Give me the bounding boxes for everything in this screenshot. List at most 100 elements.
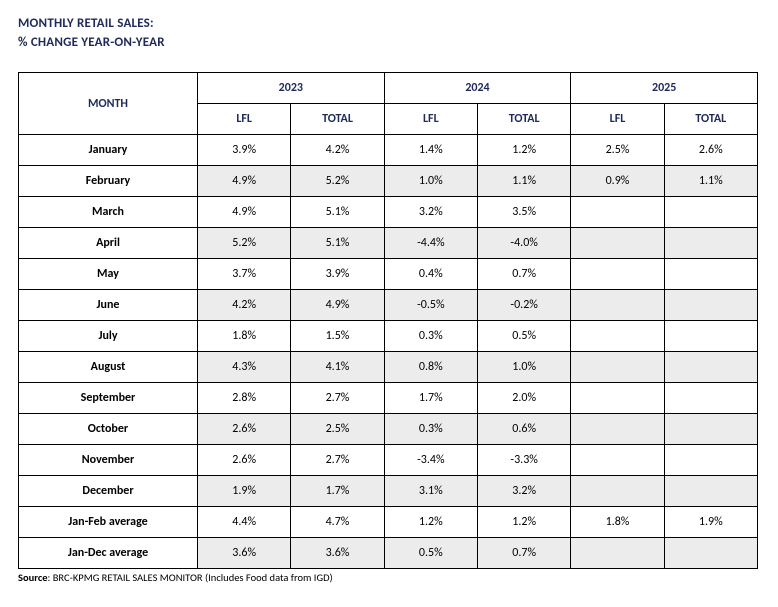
cell-value: 2.5% xyxy=(571,135,664,166)
retail-sales-table: MONTH 2023 2024 2025 LFL TOTAL LFL TOTAL… xyxy=(18,72,758,569)
cell-value: 4.4% xyxy=(198,507,291,538)
row-label: October xyxy=(19,414,198,445)
cell-value xyxy=(571,352,664,383)
cell-value: 4.7% xyxy=(291,507,384,538)
cell-value xyxy=(664,538,757,569)
cell-value xyxy=(571,290,664,321)
col-header-year-1: 2024 xyxy=(384,73,571,104)
cell-value: 0.6% xyxy=(477,414,570,445)
cell-value: 1.1% xyxy=(664,166,757,197)
title-line-2: % CHANGE YEAR-ON-YEAR xyxy=(18,35,760,50)
col-subheader-2025-lfl: LFL xyxy=(571,104,664,135)
row-label: February xyxy=(19,166,198,197)
table-header: MONTH 2023 2024 2025 LFL TOTAL LFL TOTAL… xyxy=(19,73,758,135)
cell-value xyxy=(664,383,757,414)
col-subheader-2024-total: TOTAL xyxy=(477,104,570,135)
cell-value: 1.0% xyxy=(477,352,570,383)
cell-value xyxy=(571,538,664,569)
cell-value: 0.5% xyxy=(477,321,570,352)
cell-value: 4.9% xyxy=(198,166,291,197)
row-label: August xyxy=(19,352,198,383)
col-subheader-2024-lfl: LFL xyxy=(384,104,477,135)
cell-value: 3.9% xyxy=(198,135,291,166)
cell-value: 1.7% xyxy=(384,383,477,414)
cell-value: 0.5% xyxy=(384,538,477,569)
cell-value xyxy=(571,445,664,476)
cell-value: 1.2% xyxy=(477,135,570,166)
table-row: April5.2%5.1%-4.4%-4.0% xyxy=(19,228,758,259)
cell-value xyxy=(571,259,664,290)
cell-value: 0.3% xyxy=(384,321,477,352)
cell-value xyxy=(664,197,757,228)
cell-value: -0.2% xyxy=(477,290,570,321)
cell-value: 5.2% xyxy=(291,166,384,197)
table-row: March4.9%5.1%3.2%3.5% xyxy=(19,197,758,228)
cell-value: 2.6% xyxy=(198,445,291,476)
cell-value: 4.1% xyxy=(291,352,384,383)
table-row: June4.2%4.9%-0.5%-0.2% xyxy=(19,290,758,321)
cell-value xyxy=(571,414,664,445)
table-row: February4.9%5.2%1.0%1.1%0.9%1.1% xyxy=(19,166,758,197)
cell-value: -0.5% xyxy=(384,290,477,321)
cell-value: 3.7% xyxy=(198,259,291,290)
row-label: September xyxy=(19,383,198,414)
table-row: January3.9%4.2%1.4%1.2%2.5%2.6% xyxy=(19,135,758,166)
table-row: July1.8%1.5%0.3%0.5% xyxy=(19,321,758,352)
cell-value: 0.9% xyxy=(571,166,664,197)
cell-value: 3.1% xyxy=(384,476,477,507)
cell-value: 4.9% xyxy=(198,197,291,228)
cell-value xyxy=(664,321,757,352)
cell-value xyxy=(664,445,757,476)
row-label: June xyxy=(19,290,198,321)
col-header-year-2: 2025 xyxy=(571,73,758,104)
row-label: Jan-Feb average xyxy=(19,507,198,538)
cell-value: -3.4% xyxy=(384,445,477,476)
cell-value: 3.2% xyxy=(384,197,477,228)
cell-value: 2.7% xyxy=(291,383,384,414)
cell-value: 5.1% xyxy=(291,197,384,228)
table-row: Jan-Feb average4.4%4.7%1.2%1.2%1.8%1.9% xyxy=(19,507,758,538)
retail-sales-table-wrap: MONTH 2023 2024 2025 LFL TOTAL LFL TOTAL… xyxy=(18,72,760,584)
table-row: September2.8%2.7%1.7%2.0% xyxy=(19,383,758,414)
cell-value: 1.9% xyxy=(664,507,757,538)
cell-value: 3.6% xyxy=(198,538,291,569)
cell-value: -3.3% xyxy=(477,445,570,476)
source-text: : BRC-KPMG RETAIL SALES MONITOR (Include… xyxy=(48,571,333,584)
cell-value: 0.8% xyxy=(384,352,477,383)
cell-value: 3.9% xyxy=(291,259,384,290)
cell-value: 2.6% xyxy=(664,135,757,166)
cell-value xyxy=(664,352,757,383)
cell-value xyxy=(664,476,757,507)
cell-value: 2.5% xyxy=(291,414,384,445)
cell-value: 1.2% xyxy=(477,507,570,538)
table-body: January3.9%4.2%1.4%1.2%2.5%2.6%February4… xyxy=(19,135,758,569)
cell-value: 2.6% xyxy=(198,414,291,445)
row-label: April xyxy=(19,228,198,259)
cell-value: 4.9% xyxy=(291,290,384,321)
cell-value: 3.5% xyxy=(477,197,570,228)
row-label: November xyxy=(19,445,198,476)
cell-value: 1.5% xyxy=(291,321,384,352)
cell-value: 4.2% xyxy=(198,290,291,321)
cell-value: 5.2% xyxy=(198,228,291,259)
table-row: Jan-Dec average3.6%3.6%0.5%0.7% xyxy=(19,538,758,569)
table-row: November2.6%2.7%-3.4%-3.3% xyxy=(19,445,758,476)
row-label: July xyxy=(19,321,198,352)
title-line-1: MONTHLY RETAIL SALES: xyxy=(18,16,760,31)
cell-value: 1.4% xyxy=(384,135,477,166)
cell-value: 0.7% xyxy=(477,538,570,569)
row-label: January xyxy=(19,135,198,166)
cell-value xyxy=(571,197,664,228)
cell-value: 1.0% xyxy=(384,166,477,197)
col-subheader-2023-total: TOTAL xyxy=(291,104,384,135)
cell-value xyxy=(664,290,757,321)
col-header-month: MONTH xyxy=(19,73,198,135)
col-header-year-0: 2023 xyxy=(198,73,385,104)
table-row: May3.7%3.9%0.4%0.7% xyxy=(19,259,758,290)
cell-value: 0.7% xyxy=(477,259,570,290)
cell-value: 1.8% xyxy=(198,321,291,352)
cell-value: 5.1% xyxy=(291,228,384,259)
row-label: December xyxy=(19,476,198,507)
cell-value xyxy=(571,383,664,414)
cell-value: 1.1% xyxy=(477,166,570,197)
